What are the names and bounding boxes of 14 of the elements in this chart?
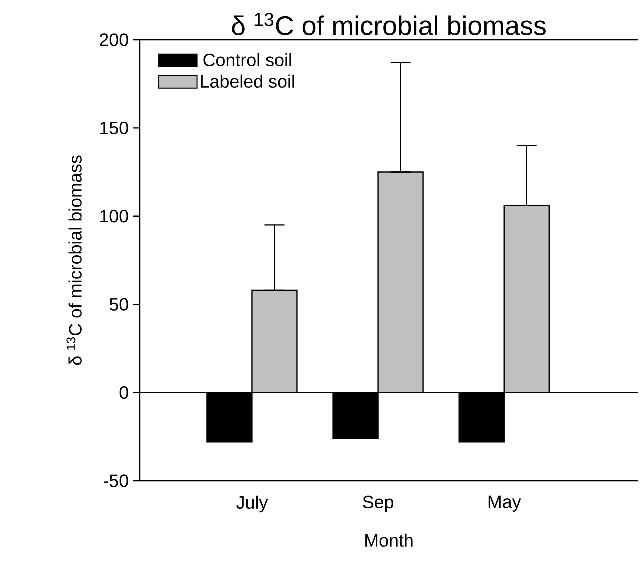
y-tick-label: 100 (100, 210, 128, 223)
y-tick-label: 150 (100, 122, 128, 135)
x-tick-label: Sep (363, 496, 394, 512)
y-tick-label: 50 (110, 298, 128, 311)
legend-label: Labeled soil (201, 74, 294, 88)
x-tick-label: May (488, 496, 522, 512)
chart-title: δ $^{13}$C of microbial biomass (232, 13, 546, 36)
legend-label: Control soil (204, 53, 292, 67)
x-axis-title: Month (366, 534, 413, 548)
y-tick-label: -50 (104, 474, 128, 488)
y-axis-title: δ $^{13}$C of microbial biomass (66, 156, 82, 366)
y-tick-label: 0 (120, 386, 128, 400)
x-tick-label: July (236, 496, 268, 513)
y-tick-label: 200 (100, 34, 128, 46)
